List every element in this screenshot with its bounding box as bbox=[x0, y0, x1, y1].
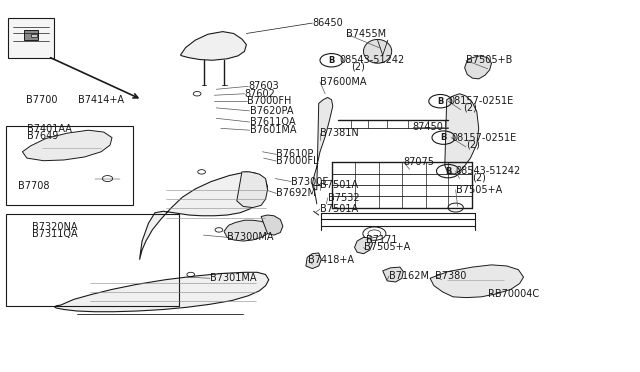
Text: B7501A: B7501A bbox=[320, 204, 358, 214]
Text: B7418+A: B7418+A bbox=[308, 256, 355, 265]
Text: 08157-0251E: 08157-0251E bbox=[448, 96, 513, 106]
Text: 87075: 87075 bbox=[403, 157, 434, 167]
Polygon shape bbox=[312, 97, 333, 190]
Text: 08543-51242: 08543-51242 bbox=[456, 166, 521, 176]
Text: 86450: 86450 bbox=[312, 18, 343, 28]
Bar bbox=[6, 214, 179, 306]
Text: B: B bbox=[445, 167, 451, 176]
Text: 08157-0251E: 08157-0251E bbox=[451, 133, 516, 142]
Text: (2): (2) bbox=[463, 103, 477, 113]
Text: B7620PA: B7620PA bbox=[250, 106, 293, 116]
Text: B7455M: B7455M bbox=[346, 29, 386, 39]
Text: B7532: B7532 bbox=[328, 193, 359, 203]
Text: B7301MA: B7301MA bbox=[210, 273, 257, 283]
Text: (2): (2) bbox=[351, 61, 365, 71]
Bar bbox=[24, 30, 38, 40]
Text: B7414+A: B7414+A bbox=[78, 95, 124, 105]
Polygon shape bbox=[140, 172, 268, 260]
Polygon shape bbox=[383, 267, 403, 282]
Polygon shape bbox=[22, 130, 112, 161]
Text: B7380: B7380 bbox=[435, 271, 467, 281]
Text: B7692M: B7692M bbox=[276, 189, 317, 198]
Text: B7000FL: B7000FL bbox=[276, 156, 319, 166]
Polygon shape bbox=[180, 32, 246, 60]
Text: B7162M: B7162M bbox=[389, 271, 429, 281]
Text: B7320NA: B7320NA bbox=[32, 222, 77, 232]
Text: RB70004C: RB70004C bbox=[488, 289, 539, 299]
Text: B7700: B7700 bbox=[26, 95, 57, 105]
Text: B: B bbox=[437, 97, 444, 106]
Text: B: B bbox=[440, 133, 447, 142]
Text: B7505+B: B7505+B bbox=[466, 55, 512, 65]
Text: B7311QA: B7311QA bbox=[32, 230, 77, 239]
Text: 08543-51242: 08543-51242 bbox=[339, 55, 404, 65]
Text: B7601MA: B7601MA bbox=[250, 125, 296, 135]
Text: B7300E: B7300E bbox=[291, 177, 329, 186]
Polygon shape bbox=[261, 215, 283, 235]
Text: 87602: 87602 bbox=[244, 89, 275, 99]
Polygon shape bbox=[237, 172, 268, 208]
Text: B7171: B7171 bbox=[366, 235, 397, 245]
Text: B7600MA: B7600MA bbox=[320, 77, 367, 87]
Polygon shape bbox=[8, 18, 54, 58]
Polygon shape bbox=[224, 220, 270, 241]
Bar bbox=[6, 126, 133, 205]
Bar bbox=[31, 34, 37, 37]
Polygon shape bbox=[355, 237, 372, 254]
Text: B7300MA: B7300MA bbox=[227, 232, 274, 242]
Text: B7505+A: B7505+A bbox=[364, 243, 410, 252]
Text: B: B bbox=[328, 56, 335, 65]
Polygon shape bbox=[306, 253, 321, 269]
Polygon shape bbox=[430, 265, 524, 298]
Text: B7401AA: B7401AA bbox=[27, 125, 72, 134]
Text: (2): (2) bbox=[466, 140, 480, 149]
Text: B7610P: B7610P bbox=[276, 150, 314, 159]
Polygon shape bbox=[364, 39, 392, 63]
Polygon shape bbox=[465, 56, 492, 79]
Polygon shape bbox=[445, 94, 479, 174]
Text: B7505+A: B7505+A bbox=[456, 185, 502, 195]
Text: B7501A: B7501A bbox=[320, 180, 358, 190]
Text: B7000FH: B7000FH bbox=[247, 96, 291, 106]
Polygon shape bbox=[54, 272, 269, 312]
Text: B7708: B7708 bbox=[18, 181, 49, 191]
Text: B7611QA: B7611QA bbox=[250, 117, 295, 127]
Text: 87450: 87450 bbox=[413, 122, 444, 132]
Text: B7381N: B7381N bbox=[320, 128, 359, 138]
Text: 87603: 87603 bbox=[248, 81, 279, 91]
Text: (2): (2) bbox=[472, 173, 486, 183]
Text: B7649: B7649 bbox=[27, 131, 58, 141]
